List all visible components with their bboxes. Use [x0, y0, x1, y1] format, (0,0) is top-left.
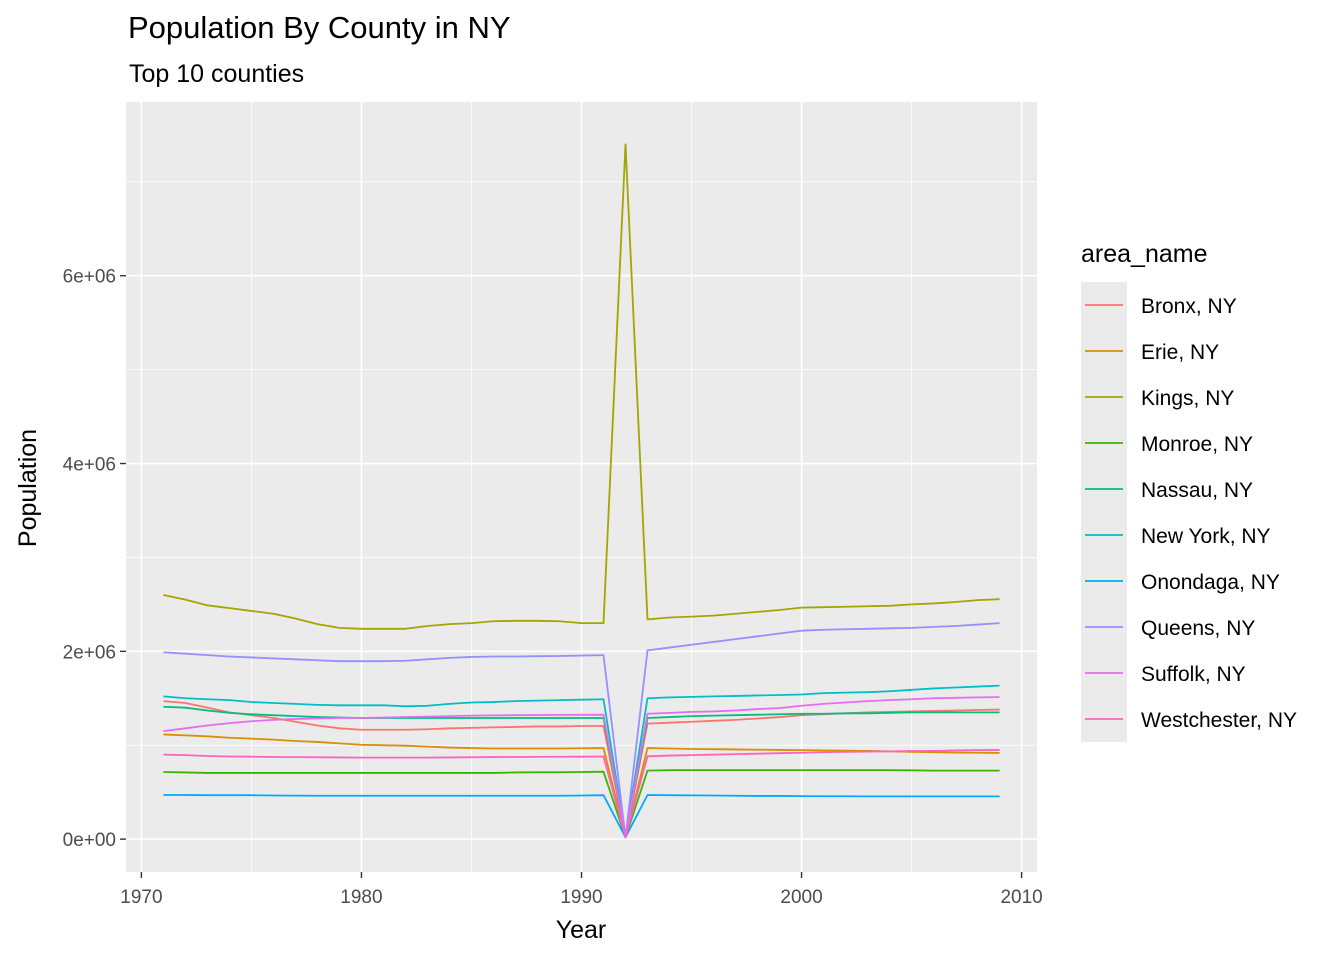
- legend-label: Bronx, NY: [1141, 295, 1237, 318]
- legend-label: Queens, NY: [1141, 617, 1255, 640]
- series-line-queens-ny: [163, 622, 1000, 839]
- y-tick-label: 0e+00: [63, 830, 116, 851]
- y-tick-label: 6e+06: [63, 267, 116, 288]
- y-tick-label: 4e+06: [63, 455, 116, 476]
- x-axis-title: Year: [556, 916, 607, 944]
- legend-title: area_name: [1081, 240, 1207, 268]
- legend-label: Nassau, NY: [1141, 479, 1253, 502]
- chart-subtitle: Top 10 counties: [129, 60, 305, 88]
- series-line-new-york-ny: [163, 684, 1000, 839]
- legend-label: Suffolk, NY: [1141, 663, 1246, 686]
- grid: [126, 102, 1037, 872]
- x-tick-label: 2000: [780, 887, 822, 908]
- x-tick-label: 1980: [340, 887, 382, 908]
- legend-label: Erie, NY: [1141, 341, 1219, 364]
- axes: 1970 1980 1990 2000 2010 0e+00 2e+06 4e+06 6e+06: [63, 267, 1043, 908]
- y-axis-title: Population: [14, 429, 42, 547]
- series-line-westchester-ny: [163, 749, 1000, 839]
- series-lines: [163, 143, 1000, 839]
- x-tick-label: 1990: [560, 887, 602, 908]
- legend: area_name Bronx, NY Erie, NY Kings, NY Monr…: [1081, 240, 1297, 742]
- chart-title: Population By County in NY: [128, 10, 511, 45]
- legend-label: Onondaga, NY: [1141, 571, 1280, 594]
- legend-label: Monroe, NY: [1141, 433, 1253, 456]
- y-tick-label: 2e+06: [63, 642, 116, 663]
- legend-label: New York, NY: [1141, 525, 1271, 548]
- legend-label: Westchester, NY: [1141, 709, 1297, 732]
- series-line-nassau-ny: [163, 705, 1000, 839]
- series-line-monroe-ny: [163, 769, 1000, 839]
- x-tick-label: 2010: [1000, 887, 1042, 908]
- x-tick-label: 1970: [120, 887, 162, 908]
- legend-label: Kings, NY: [1141, 387, 1234, 410]
- series-line-suffolk-ny: [163, 696, 1000, 839]
- series-line-kings-ny: [163, 143, 1000, 630]
- series-line-onondaga-ny: [163, 794, 1000, 839]
